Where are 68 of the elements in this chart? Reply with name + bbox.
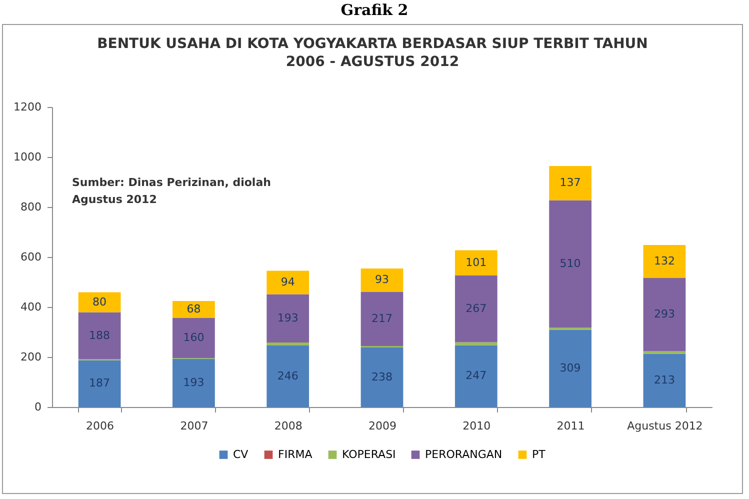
y-tick-label: 400 — [20, 300, 42, 314]
data-label: 80 — [92, 295, 107, 308]
data-label: 217 — [372, 312, 392, 325]
y-tick-label: 200 — [20, 350, 42, 364]
bar — [266, 346, 310, 407]
data-label: 213 — [654, 373, 675, 386]
chart-frame: BENTUK USAHA DI KOTA YOGYAKARTA BERDASAR SIUP TERBIT TAHUN 2006 - AGUSTUS 2012 2006 2007 2008 2009 2010 2011 Agustus 2012 0 200 400 600 800 1000 1200 187 193 246 238 247 309 213 188 160 193 217 267 510 293 80 68 94 93 101 137 132 Sumber: Dinas Perizinan, diolah Agustus 2012 CV FIRMA KOPERASI PERORANGAN PT — [2, 24, 743, 494]
x-tick-label: 2011 — [556, 420, 585, 432]
legend-label: PT — [532, 448, 546, 461]
data-label: 193 — [183, 376, 204, 389]
bar — [454, 342, 498, 346]
chart-subtitle: BENTUK USAHA DI KOTA YOGYAKARTA BERDASAR SIUP TERBIT TAHUN 2006 - AGUSTUS 2012 — [96, 35, 649, 71]
x-tick-label: 2008 — [274, 420, 302, 432]
data-label: 137 — [560, 176, 581, 190]
bar — [78, 292, 121, 312]
bar — [643, 351, 686, 354]
bar — [360, 268, 404, 292]
bar — [172, 318, 215, 358]
data-label: 510 — [560, 257, 581, 270]
x-tick-label: Agustus 2012 — [627, 420, 703, 432]
bar — [549, 200, 592, 328]
bar — [454, 276, 498, 342]
data-label: 94 — [280, 276, 295, 288]
data-label: 188 — [89, 328, 110, 342]
x-tick-label: 2007 — [180, 420, 208, 432]
bar — [643, 354, 686, 407]
y-tick-label: 1000 — [14, 150, 42, 164]
x-tick-label: 2010 — [462, 420, 491, 432]
bar — [643, 278, 686, 352]
bar — [454, 250, 498, 276]
bar — [454, 345, 498, 407]
bar — [78, 360, 121, 407]
y-tick-label: 0 — [34, 400, 42, 414]
data-label: 309 — [560, 361, 581, 374]
data-label: 193 — [277, 311, 298, 324]
data-label: 247 — [466, 369, 487, 382]
chart-title: Grafik 2 — [340, 0, 410, 21]
bar — [549, 330, 592, 407]
data-label: 101 — [466, 256, 487, 269]
bar — [172, 358, 215, 407]
y-tick-label: 1200 — [14, 100, 42, 114]
data-label: 93 — [375, 273, 389, 286]
y-tick-label: 800 — [20, 200, 42, 214]
legend-label: PERORANGAN — [425, 448, 502, 461]
annotation: Sumber: Dinas Perizinan, diolah Agustus 2012 — [72, 176, 271, 206]
data-label: 160 — [183, 331, 204, 344]
data-label: 267 — [466, 302, 487, 315]
legend-label: KOPERASI — [342, 448, 396, 461]
data-label: 246 — [277, 369, 298, 382]
bar — [78, 312, 121, 360]
bar — [266, 342, 310, 346]
y-tick-label: 600 — [20, 250, 42, 264]
data-label: 68 — [186, 302, 201, 316]
x-tick-label: 2009 — [368, 420, 396, 432]
bar — [549, 166, 592, 200]
bar — [266, 294, 310, 342]
data-label: 187 — [89, 376, 110, 390]
bar — [360, 292, 404, 346]
data-label: 132 — [654, 254, 675, 268]
legend-label: FIRMA — [278, 448, 313, 461]
bar — [360, 348, 404, 407]
bar — [172, 301, 215, 318]
data-label: 293 — [654, 308, 675, 321]
data-label: 238 — [372, 370, 392, 384]
bar — [643, 245, 686, 278]
legend-label: CV — [233, 448, 249, 461]
x-tick-label: 2006 — [86, 420, 114, 432]
bar — [266, 270, 310, 294]
